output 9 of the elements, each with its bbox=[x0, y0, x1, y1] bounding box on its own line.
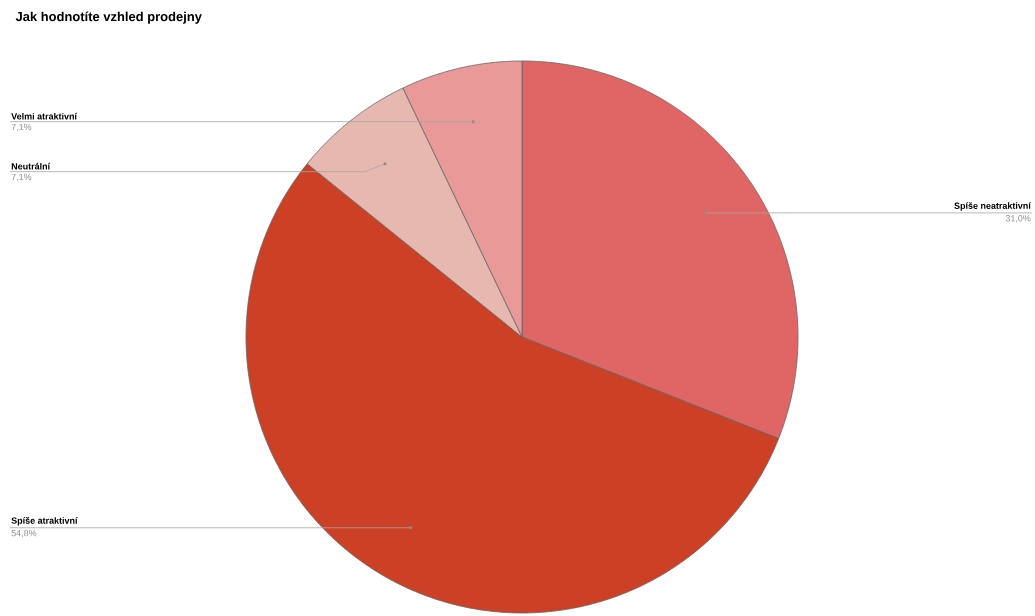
data-label: 31,0% bbox=[1005, 215, 1031, 223]
slice-label: Velmi atraktivní bbox=[11, 112, 78, 120]
chart-title: Jak hodnotíte vzhled prodejny bbox=[15, 11, 202, 24]
slice-label: Spíše neatraktivní bbox=[954, 202, 1032, 211]
slice-label: Spíše atraktivní bbox=[11, 516, 78, 526]
data-label: 7,1% bbox=[11, 173, 32, 182]
data-label: 7,1% bbox=[11, 123, 32, 132]
slice-label: Neutrální bbox=[11, 162, 51, 170]
data-label: 54,8% bbox=[11, 529, 37, 538]
